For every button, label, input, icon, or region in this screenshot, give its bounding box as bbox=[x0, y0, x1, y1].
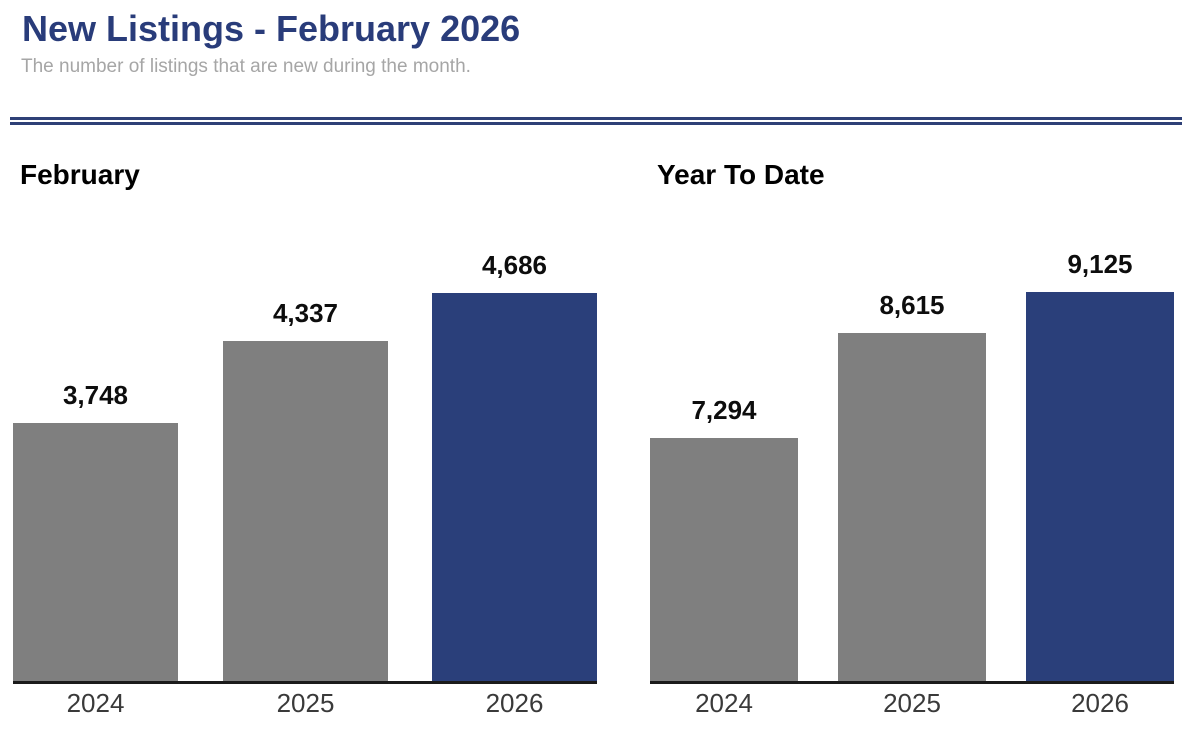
bar-plot-february: 3,748 4,337 4,686 bbox=[13, 252, 597, 681]
bar-value-label: 4,337 bbox=[272, 298, 339, 328]
bar-value-label: 7,294 bbox=[691, 395, 757, 425]
bar-value-label: 9,125 bbox=[1067, 249, 1133, 279]
x-tick-label: 2025 bbox=[883, 688, 941, 718]
bar-value-label: 8,615 bbox=[879, 290, 945, 320]
page-subtitle: The number of listings that are new duri… bbox=[21, 56, 471, 77]
bar-2026 bbox=[432, 293, 597, 681]
page-title: New Listings - February 2026 bbox=[22, 8, 521, 49]
chart-year-to-date: Year To Date 7,294 8,615 9,125 2024 2025 202… bbox=[650, 150, 1174, 732]
x-tick-label: 2024 bbox=[695, 688, 753, 718]
bar-column-2026: 9,125 bbox=[1026, 251, 1174, 681]
x-tick-label: 2025 bbox=[276, 688, 335, 718]
chart-february: February 3,748 4,337 4,686 2024 2025 2026 bbox=[13, 150, 597, 732]
bar-value-label: 4,686 bbox=[481, 250, 548, 280]
x-axis-line-year-to-date bbox=[650, 681, 1174, 684]
x-tick-label: 2026 bbox=[1071, 688, 1129, 718]
chart-title-year-to-date: Year To Date bbox=[657, 159, 825, 190]
bar-2025 bbox=[223, 341, 388, 681]
bar-column-2024: 7,294 bbox=[650, 271, 798, 681]
bar-plot-year-to-date: 7,294 8,615 9,125 bbox=[650, 251, 1174, 681]
header-divider-double-rule bbox=[10, 117, 1182, 125]
bar-2024 bbox=[13, 423, 178, 681]
x-tick-label: 2024 bbox=[66, 688, 125, 718]
bar-2026 bbox=[1026, 292, 1174, 681]
bar-2024 bbox=[650, 438, 798, 681]
bar-value-label: 3,748 bbox=[62, 380, 129, 410]
chart-title-february: February bbox=[20, 159, 140, 190]
bar-2025 bbox=[838, 333, 986, 681]
x-axis-line-february bbox=[13, 681, 597, 684]
x-tick-label: 2026 bbox=[485, 688, 544, 718]
bar-column-2024: 3,748 bbox=[13, 271, 178, 681]
bar-column-2025: 8,615 bbox=[838, 271, 986, 681]
bar-column-2025: 4,337 bbox=[223, 271, 388, 681]
bar-column-2026: 4,686 bbox=[432, 252, 597, 681]
